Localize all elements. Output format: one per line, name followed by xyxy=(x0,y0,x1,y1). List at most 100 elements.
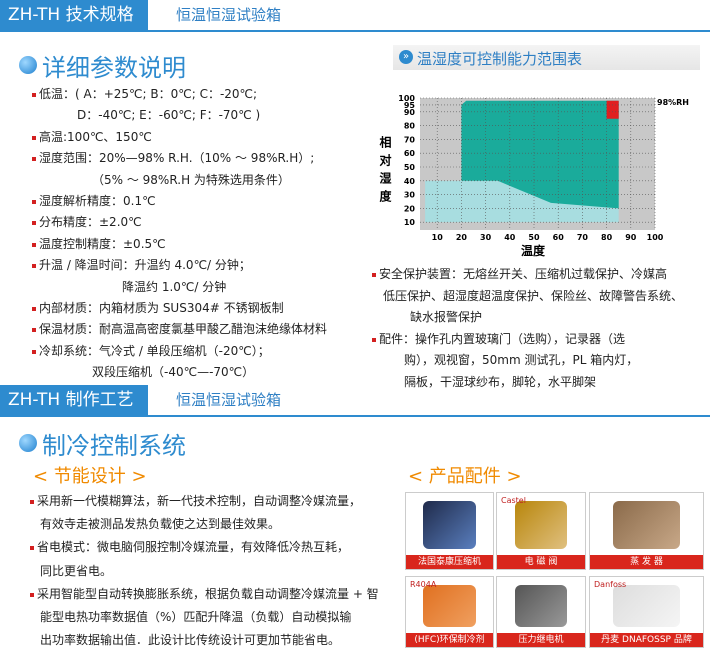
heading: 制冷控制系统 xyxy=(42,432,186,460)
list-line: 配件：操作孔内置玻璃门（选购），记录器（选 xyxy=(379,331,626,346)
y-tick-label: 100 xyxy=(398,94,415,103)
list-line: 能型电热功率数据值（%）匹配升降温（负载）自动模拟输 xyxy=(40,610,352,624)
section-bar: ZH-TH 技术规格 恒温恒湿试验箱 xyxy=(0,0,710,32)
part-card: Danfoss 丹麦 DNAFOSSP 品牌 xyxy=(589,576,704,648)
section-tab: ZH-TH 制作工艺 xyxy=(0,385,148,415)
heading-icon xyxy=(19,434,37,452)
bullet xyxy=(372,273,376,277)
bullet xyxy=(32,93,36,97)
list-line: 分布精度：±2.0℃ xyxy=(39,215,142,230)
part-caption: 丹麦 DNAFOSSP 品牌 xyxy=(590,633,703,647)
part-card: 法国泰康压缩机 xyxy=(405,492,494,570)
bullet xyxy=(32,221,36,226)
list-line: 采用智能型自动转换膨胀系统，根据负载自动调整冷媒流量 + 智 xyxy=(37,586,379,601)
section-subtitle: 恒温恒湿试验箱 xyxy=(176,391,282,409)
part-image xyxy=(612,585,681,627)
list-line: 有效寺走被测品发热负载使之达到最佳效果。 xyxy=(40,517,281,532)
list-line: 高温:100℃、150℃ xyxy=(39,129,152,144)
x-tick-label: 40 xyxy=(504,233,516,242)
heading: 详细参数说明 xyxy=(42,54,186,82)
bullet xyxy=(372,337,376,342)
x-tick-label: 50 xyxy=(528,233,540,242)
section-bar: ZH-TH 制作工艺 恒温恒湿试验箱 xyxy=(0,385,710,417)
list-line: 省电模式：微电脑伺服控制冷媒流量，有效降低冷热互耗， xyxy=(37,540,350,555)
list-line: 采用新一代模糊算法，新一代技术控制，自动调整冷媒流量， xyxy=(37,494,362,508)
chart: 10 20 30 40 50 60 70 80 90 1001020304050607080909… xyxy=(378,94,689,258)
part-card: 蒸 发 器 xyxy=(589,492,704,570)
y-tick-label: 40 xyxy=(404,177,416,186)
part-card: R404A (HFC)环保制冷剂 xyxy=(405,576,494,648)
bullet xyxy=(30,500,34,504)
x-tick-label: 20 xyxy=(456,233,468,242)
bullet xyxy=(32,328,36,333)
bullet xyxy=(30,592,34,597)
chart-title: 温湿度可控制能力范围表 xyxy=(417,50,583,68)
part-card: 压力继电机 xyxy=(496,576,586,648)
list-line: 低压保护、超湿度超温度保护、保险丝、故障警告系统、 xyxy=(383,288,684,303)
region xyxy=(606,100,619,119)
part-brand: Danfoss xyxy=(594,580,627,589)
part-caption: 压力继电机 xyxy=(497,633,585,647)
section-subtitle: 恒温恒湿试验箱 xyxy=(176,6,282,24)
section-tab: ZH-TH 技术规格 xyxy=(0,0,148,30)
region xyxy=(425,180,619,223)
y-tick-label: 70 xyxy=(404,135,416,144)
list-line: 湿度解析精度：0.1℃ xyxy=(39,194,156,208)
y-tick-label: 50 xyxy=(404,163,416,172)
part-caption: 电 磁 阀 xyxy=(497,555,585,569)
list-line: 低温：( A：+25℃; B：0℃; C：-20℃; xyxy=(39,87,258,101)
x-tick-label: 90 xyxy=(625,233,637,242)
bullet xyxy=(32,349,36,354)
part-caption: 蒸 发 器 xyxy=(590,555,703,569)
y-axis-label: 相对湿度 xyxy=(378,135,392,208)
x-tick-label: 80 xyxy=(601,233,613,242)
bullet xyxy=(32,157,36,162)
list-line: 缺水报警保护 xyxy=(410,310,483,324)
list-line: 升温 / 降温时间：升温约 4.0℃/ 分钟； xyxy=(39,258,251,273)
list-line: 内部材质：内箱材质为 SUS304# 不锈钢板制 xyxy=(39,301,284,315)
list-line: 隔板，干湿球纱布，脚轮，水平脚架 xyxy=(404,374,597,389)
part-image xyxy=(514,585,568,627)
bullet xyxy=(32,200,36,204)
y-tick-label: 20 xyxy=(404,204,416,213)
icon: » xyxy=(399,50,413,64)
x-tick-label: 70 xyxy=(577,233,589,242)
bullet xyxy=(30,546,34,551)
bullet xyxy=(32,135,36,140)
y-tick-label: 95 xyxy=(404,101,416,110)
list-line: 出功率数据输出值．此设计比传统设计可更加节能省电。 xyxy=(40,633,341,648)
y-tick-label: 10 xyxy=(404,218,416,227)
subheading: < 产品配件 > xyxy=(408,466,522,487)
y-tick-label: 30 xyxy=(404,191,416,200)
chart-title-bar: » 温湿度可控制能力范围表 xyxy=(393,45,700,70)
list-line: （5% ～ 98%R.H 为特殊选用条件） xyxy=(92,172,290,187)
subheading: < 节能设计 > xyxy=(33,466,147,487)
list-line: 冷却系统：气冷式 / 单段压缩机（-20℃）； xyxy=(39,343,270,358)
annotation: 98%RH xyxy=(657,98,689,107)
list-line: 湿度范围：20%—98% R.H.（10% ～ 98%R.H）; xyxy=(39,151,315,166)
list-line: 购），观视窗，50mm 测试孔，PL 箱内灯， xyxy=(404,353,639,367)
y-tick-label: 60 xyxy=(404,149,416,158)
list-line: 保温材质：耐高温高密度氯基甲酸乙醋泡沫绝缘体材料 xyxy=(39,322,328,337)
x-tick-label: 60 xyxy=(553,233,565,242)
part-image xyxy=(514,501,568,549)
part-image xyxy=(612,501,681,549)
y-tick-label: 90 xyxy=(404,108,416,117)
list-line: 同比更省电。 xyxy=(40,563,113,578)
part-image xyxy=(423,501,476,549)
part-caption: (HFC)环保制冷剂 xyxy=(406,633,493,647)
list-line: D：-40℃; E：-60℃; F：-70℃ ) xyxy=(77,108,261,123)
region xyxy=(461,100,619,209)
list-line: 温度控制精度：±0.5℃ xyxy=(39,236,166,251)
x-tick-label: 10 xyxy=(432,233,444,242)
bullet xyxy=(32,307,36,311)
list-line: 双段压缩机（-40℃—-70℃） xyxy=(92,365,255,380)
x-tick-label: 100 xyxy=(647,233,664,242)
bullet xyxy=(32,264,36,269)
part-card: Castel 电 磁 阀 xyxy=(496,492,586,570)
x-tick-label: 30 xyxy=(480,233,492,242)
heading-icon xyxy=(19,56,37,74)
bullet xyxy=(32,242,36,247)
part-caption: 法国泰康压缩机 xyxy=(406,555,493,569)
